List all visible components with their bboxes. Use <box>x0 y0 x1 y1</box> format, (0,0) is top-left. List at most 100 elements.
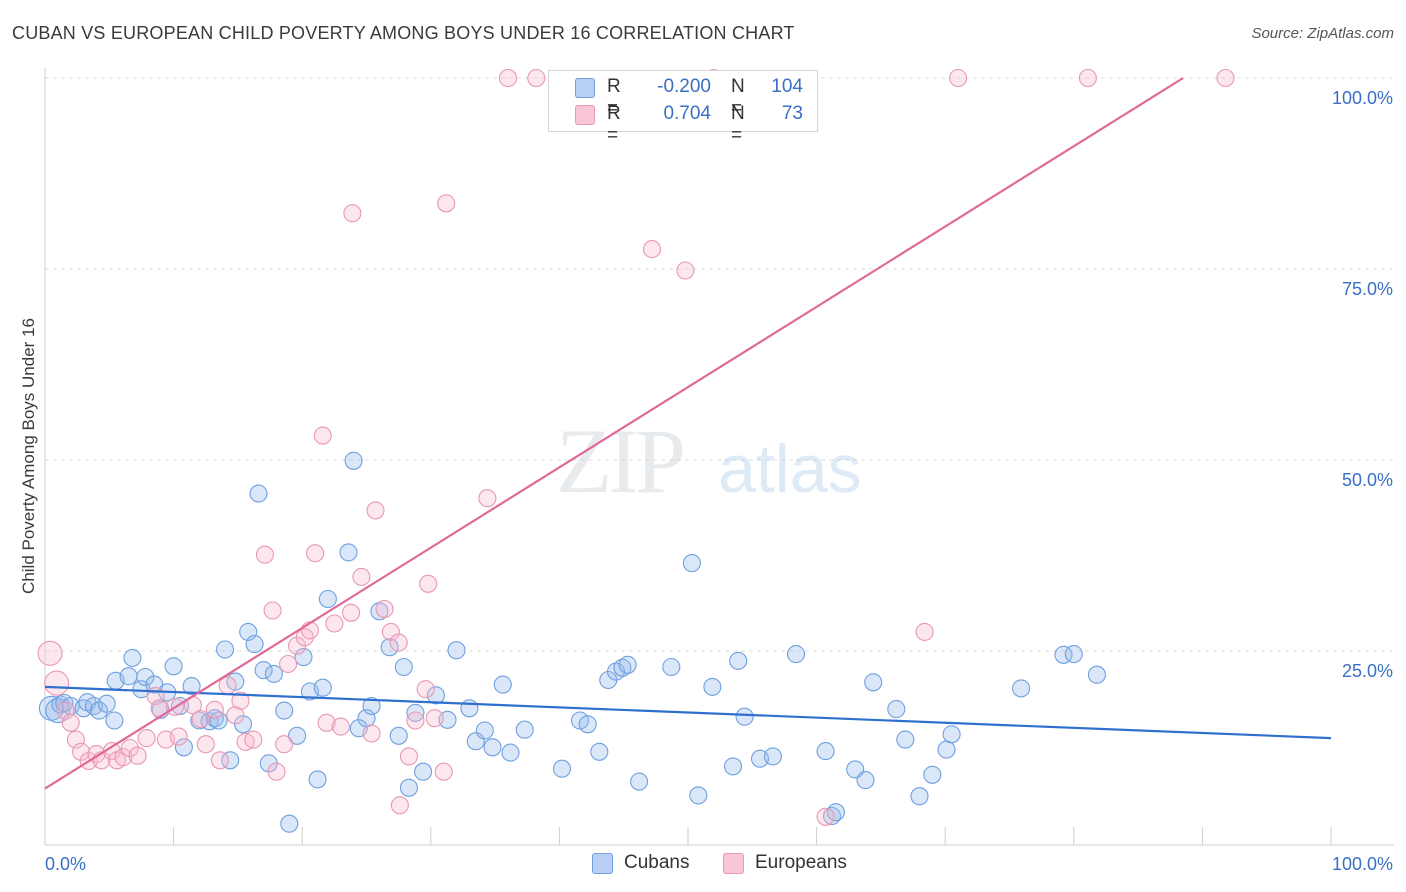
point-cubans <box>164 657 183 676</box>
point-europeans <box>343 204 362 223</box>
y-axis-title: Child Poverty Among Boys Under 16 <box>19 318 38 594</box>
point-europeans <box>210 751 229 770</box>
point-europeans <box>205 700 224 719</box>
point-cubans <box>682 554 701 573</box>
point-europeans <box>244 730 263 749</box>
legend-r-value-europeans: 0.704 <box>663 103 711 124</box>
point-cubans <box>288 726 307 745</box>
legend-swatch-cubans <box>575 78 595 98</box>
point-cubans <box>406 703 425 722</box>
point-cubans <box>910 787 929 806</box>
point-cubans <box>221 751 240 770</box>
point-cubans <box>735 707 754 726</box>
point-cubans <box>630 772 649 791</box>
trend-line-cubans <box>44 685 1332 740</box>
point-europeans <box>406 711 425 730</box>
point-europeans <box>527 68 546 88</box>
point-cubans <box>1064 645 1083 664</box>
point-cubans <box>816 742 835 761</box>
point-europeans <box>114 748 133 767</box>
point-europeans <box>434 762 453 781</box>
point-europeans <box>425 709 444 728</box>
point-europeans <box>196 735 215 754</box>
point-cubans <box>618 655 637 674</box>
point-cubans <box>426 686 445 705</box>
point-europeans <box>44 670 70 696</box>
point-cubans <box>344 451 363 470</box>
point-europeans <box>37 640 63 666</box>
x-tick-label-max: 100.0% <box>1332 854 1393 874</box>
point-europeans <box>275 735 294 754</box>
y-tick-label: 75.0% <box>1342 279 1393 299</box>
point-cubans <box>1087 665 1106 684</box>
point-cubans <box>123 648 142 667</box>
watermark-zip: ZIP <box>556 410 683 512</box>
point-europeans <box>226 706 245 725</box>
axes <box>44 68 1394 846</box>
point-europeans <box>342 603 361 622</box>
point-cubans <box>447 641 466 660</box>
point-europeans <box>437 194 456 213</box>
watermark-atlas: atlas <box>718 431 862 507</box>
point-cubans <box>613 658 632 677</box>
y-tick-label: 25.0% <box>1342 661 1393 681</box>
point-europeans <box>61 713 80 732</box>
point-cubans <box>294 648 313 667</box>
point-cubans <box>689 786 708 805</box>
point-europeans <box>231 691 250 710</box>
point-europeans <box>366 501 385 520</box>
point-cubans <box>89 701 109 720</box>
point-cubans <box>399 778 418 797</box>
point-europeans <box>390 796 409 815</box>
chart-source: Source: ZipAtlas.com <box>1251 25 1394 42</box>
point-europeans <box>642 240 662 259</box>
legend-swatch-europeans <box>575 105 595 125</box>
point-cubans <box>362 696 381 716</box>
legend-r-label: R = <box>607 76 621 119</box>
point-cubans <box>174 738 193 757</box>
point-cubans <box>1054 645 1073 664</box>
watermark: ZIP atlas <box>556 410 862 512</box>
point-cubans <box>264 664 283 683</box>
point-cubans <box>254 661 273 680</box>
legend-n-value-cubans: 104 <box>771 76 803 97</box>
correlation-legend: R = -0.200 N = 104 R = 0.704 N = 73 <box>548 70 818 146</box>
point-europeans <box>191 709 210 729</box>
x-tick-label-min: 0.0% <box>45 854 86 874</box>
point-cubans <box>380 638 399 657</box>
point-cubans <box>703 677 722 696</box>
trend-line-europeans <box>44 77 1184 790</box>
point-cubans <box>887 700 906 719</box>
point-cubans <box>763 747 782 766</box>
point-europeans <box>498 68 518 88</box>
point-europeans <box>389 633 408 652</box>
point-europeans <box>1216 68 1235 88</box>
point-cubans <box>723 757 743 776</box>
point-cubans <box>249 484 268 503</box>
point-cubans <box>280 814 299 833</box>
point-cubans <box>662 657 681 677</box>
point-europeans <box>331 717 350 736</box>
point-cubans <box>460 699 479 718</box>
point-europeans <box>325 614 344 633</box>
point-cubans <box>245 635 264 654</box>
point-europeans <box>478 489 497 508</box>
point-cubans <box>856 771 875 790</box>
point-cubans <box>182 677 201 696</box>
y-tick-label: 50.0% <box>1342 470 1393 490</box>
point-europeans <box>416 680 435 699</box>
point-europeans <box>128 746 147 765</box>
point-cubans <box>786 645 806 664</box>
point-europeans <box>306 544 325 563</box>
point-cubans <box>923 765 942 784</box>
bottom-legend-label-cubans: Cubans <box>624 852 690 873</box>
point-cubans <box>937 740 956 759</box>
point-europeans <box>300 621 319 640</box>
point-europeans <box>267 762 286 781</box>
point-cubans <box>590 742 609 761</box>
point-europeans <box>279 654 298 674</box>
trend-lines <box>44 77 1332 790</box>
legend-r-value-cubans: -0.200 <box>657 76 711 97</box>
legend-n-label: N = <box>731 103 745 146</box>
point-europeans <box>949 68 968 88</box>
